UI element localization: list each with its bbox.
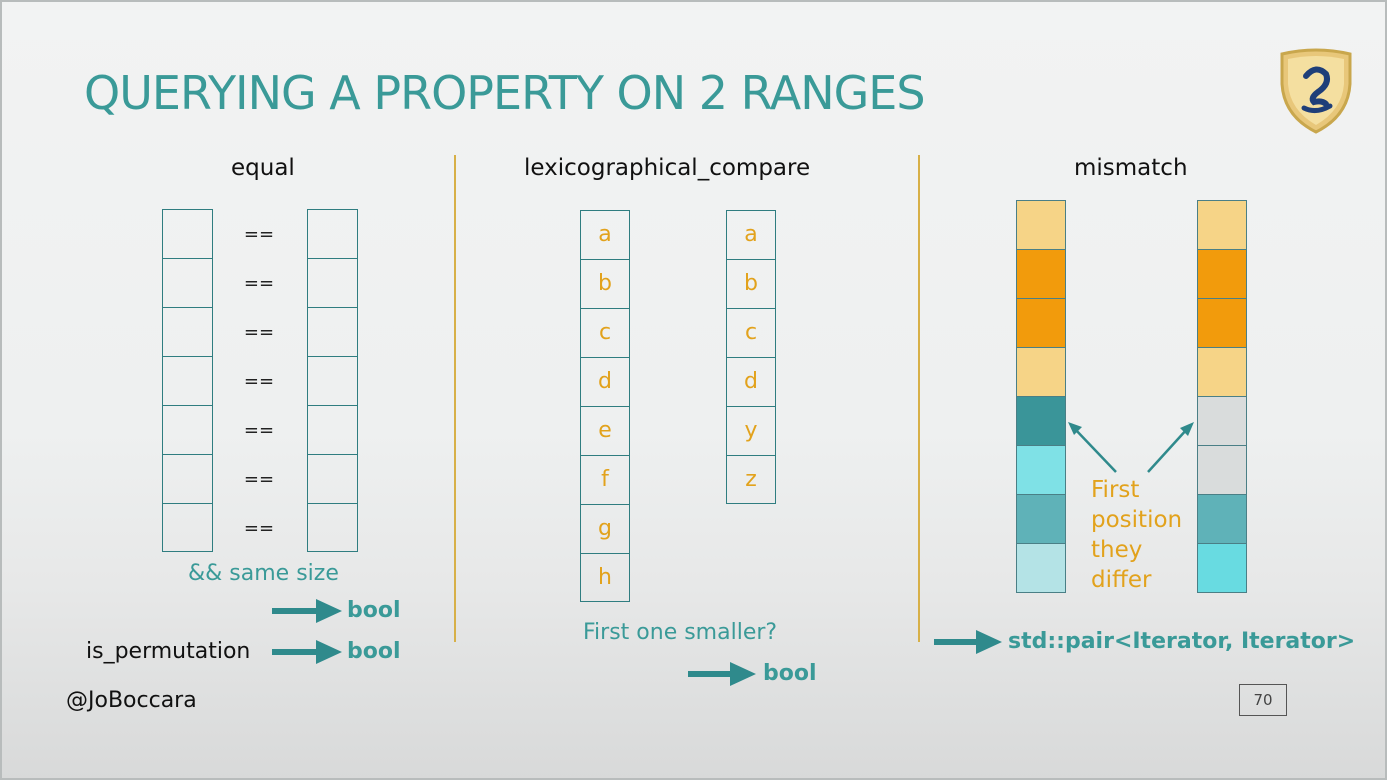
mismatch-result: std::pair<Iterator, Iterator> [1008,629,1356,654]
range-cell [162,356,213,406]
range-cell [307,356,358,406]
lexico-result: bool [763,661,817,686]
range-value: d [598,369,612,394]
equal-heading: equal [231,155,295,181]
range-cell [307,258,358,308]
range-value: g [598,516,612,541]
same-size-note: && same size [188,561,339,586]
annotation-line: First [1091,477,1140,503]
range-cell [307,454,358,504]
colored-range-cell [1016,200,1066,250]
colored-range-cell [1016,494,1066,544]
range-value: b [744,271,758,296]
colored-range-cell [1016,445,1066,495]
range-value: c [598,320,612,345]
range-value: f [601,467,609,492]
range-cell [307,307,358,357]
slide-title: QUERYING A PROPERTY ON 2 RANGES [84,66,926,120]
lexico-heading: lexicographical_compare [524,155,811,181]
range-value: y [744,418,758,443]
equals-operator: == [243,420,275,441]
colored-range-cell [1197,445,1247,495]
colored-range-cell [1197,543,1247,593]
colored-range-cell [1197,347,1247,397]
colored-range-cell [1016,249,1066,299]
range-value: h [598,565,612,590]
colored-range-cell [1016,298,1066,348]
range-value: a [744,222,758,247]
colored-range-cell [1197,494,1247,544]
colored-range-cell [1197,249,1247,299]
equals-operator: == [243,518,275,539]
right-arrow-icon [688,662,756,686]
range-cell [580,553,630,602]
range-cell [162,307,213,357]
annotation-line: they [1091,537,1143,563]
range-value: b [598,271,612,296]
column-divider [918,155,920,642]
is-permutation-label: is_permutation [86,639,251,664]
range-value: z [745,467,757,492]
page-number: 70 [1239,684,1287,716]
colored-range-cell [1197,200,1247,250]
range-cell [307,503,358,552]
right-arrow-icon [272,640,342,664]
colored-range-cell [1016,347,1066,397]
range-cell [726,455,776,504]
range-value: e [598,418,612,443]
equals-operator: == [243,322,275,343]
first-smaller-question: First one smaller? [583,620,778,645]
equal-result: bool [347,598,401,623]
first-position-annotation: First position they differ [1091,475,1182,595]
annotation-line: position [1091,507,1183,533]
range-value: a [598,222,612,247]
equals-operator: == [243,371,275,392]
range-cell [307,209,358,259]
range-cell [162,503,213,552]
range-cell [162,209,213,259]
shield-logo-icon [1280,48,1352,134]
equals-operator: == [243,273,275,294]
range-value: c [744,320,758,345]
equals-operator: == [243,469,275,490]
permutation-result: bool [347,639,401,664]
range-cell [162,258,213,308]
annotation-line: differ [1091,567,1152,593]
equals-operator: == [243,224,275,245]
colored-range-cell [1197,396,1247,446]
range-cell [162,454,213,504]
mismatch-heading: mismatch [1074,155,1188,181]
pointer-arrows [1068,422,1194,473]
range-cell [307,405,358,455]
range-cell [162,405,213,455]
right-arrow-icon [272,599,342,623]
right-arrow-icon [934,630,1002,654]
colored-range-cell [1197,298,1247,348]
range-value: d [744,369,758,394]
column-divider [454,155,456,642]
colored-range-cell [1016,396,1066,446]
colored-range-cell [1016,543,1066,593]
author-handle: @JoBoccara [66,688,197,713]
